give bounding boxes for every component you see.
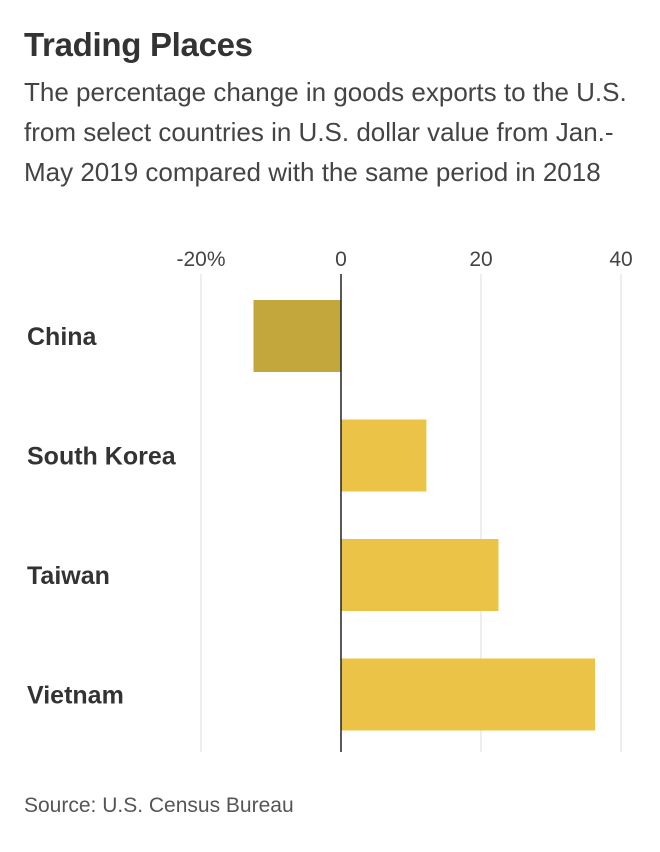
x-tick-label: -20%: [176, 248, 225, 271]
chart-title: Trading Places: [24, 26, 253, 63]
x-tick-label: 0: [335, 248, 347, 271]
bar: [253, 300, 341, 372]
x-tick-label: 40: [609, 248, 632, 271]
bar: [341, 539, 499, 611]
category-label: South Korea: [27, 443, 177, 471]
bar: [341, 419, 427, 492]
source-note: Source: U.S. Census Bureau: [24, 794, 294, 817]
category-label: Taiwan: [27, 562, 110, 590]
category-label: Vietnam: [27, 682, 124, 710]
category-label: China: [27, 323, 98, 351]
category-labels: China South Korea Taiwan Vietnam: [27, 323, 177, 710]
chart-subtitle: The percentage change in goods exports t…: [24, 77, 627, 187]
bars: [253, 300, 596, 731]
x-axis-tick-labels: -20% 0 20 40: [176, 248, 632, 271]
x-tick-label: 20: [469, 248, 492, 271]
bar: [341, 658, 596, 731]
